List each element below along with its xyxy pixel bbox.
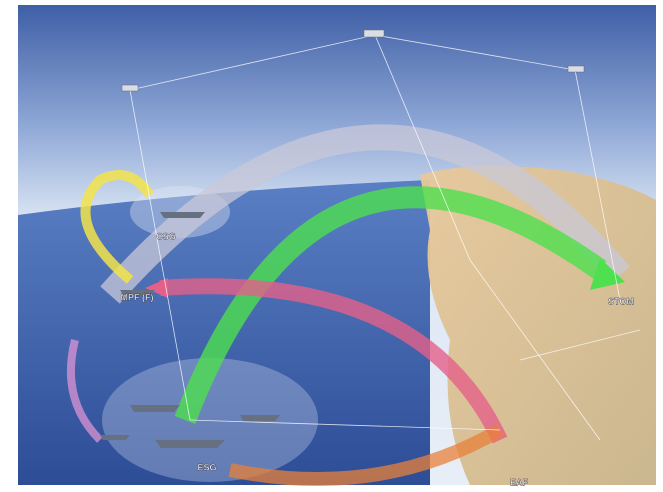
land	[420, 166, 656, 485]
node-label: EAF	[510, 477, 529, 487]
illustration: CSG MPF (F) ESG STOM EAF	[0, 0, 663, 492]
node-label: MPF (F)	[121, 292, 154, 302]
node-label: STOM	[608, 296, 634, 306]
node-label: CSG	[156, 231, 176, 241]
node-label: ESG	[197, 462, 216, 472]
